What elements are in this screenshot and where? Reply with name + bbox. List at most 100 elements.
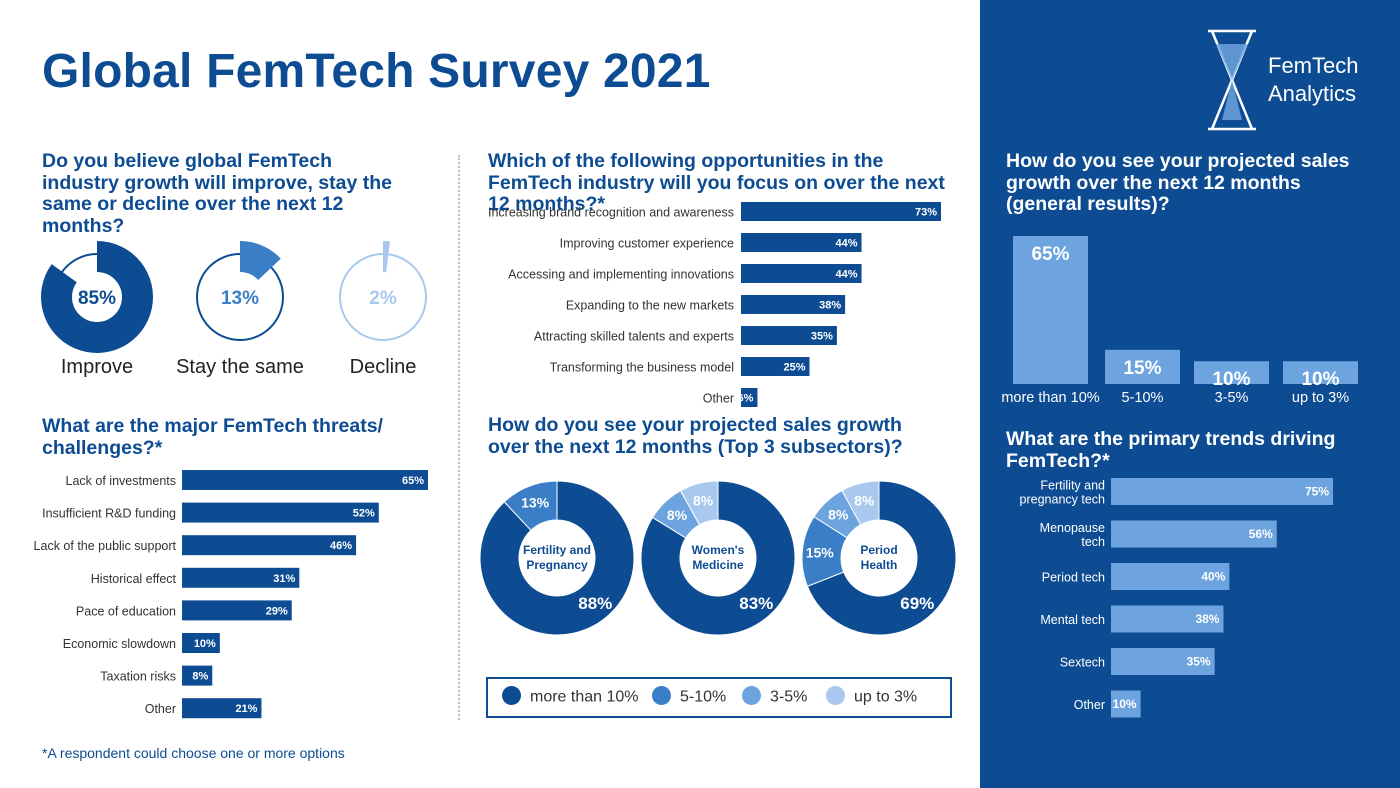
bar-value-label: 38% bbox=[819, 300, 841, 312]
threats-chart: Lack of investments 65% Insufficient R&D f… bbox=[34, 470, 428, 719]
bar-accessing-and-implementing-innovations bbox=[741, 264, 862, 283]
bar-value-label: 21% bbox=[235, 703, 257, 715]
gauge-value-improve: 85% bbox=[78, 288, 116, 309]
bar-value-label: 10% bbox=[1113, 697, 1137, 711]
column-3-5 bbox=[1194, 361, 1269, 384]
bar-value-label: 8% bbox=[192, 671, 208, 683]
bar-category-label: Insufficient R&D funding bbox=[42, 507, 176, 521]
bar-category-label: Transforming the business model bbox=[550, 361, 734, 375]
bar-category-label: Period tech bbox=[1042, 571, 1105, 585]
bar-category-label: Other bbox=[1074, 698, 1105, 712]
legend-item-3-5: 3-5% bbox=[742, 686, 807, 707]
column-value-label: 10% bbox=[1301, 369, 1339, 390]
gauge-hole bbox=[72, 272, 122, 322]
donut-value-label: 83% bbox=[739, 594, 773, 613]
bar-value-label: 44% bbox=[836, 238, 858, 250]
donut-value-label: 13% bbox=[521, 495, 550, 511]
bar-value-label: 35% bbox=[1187, 655, 1211, 669]
bar-other bbox=[182, 698, 262, 719]
bar-value-label: 10% bbox=[194, 638, 216, 650]
bar-category-label: Economic slowdown bbox=[63, 637, 176, 651]
bar-category-label: Increasing brand recognition and awarene… bbox=[488, 206, 734, 220]
bar-value-label: 56% bbox=[1249, 527, 1273, 541]
legend-label: 5-10% bbox=[680, 688, 727, 706]
donut-center-label: Fertility and bbox=[523, 543, 591, 557]
bar-value-label: 44% bbox=[836, 269, 858, 281]
bar-category-label: Taxation risks bbox=[100, 670, 176, 684]
bar-taxation-risks bbox=[182, 665, 213, 686]
bar-value-label: 75% bbox=[1305, 485, 1329, 499]
trends-question: What are the primary trends driving FemT… bbox=[1006, 428, 1336, 472]
gauge-arc-stay-the-same bbox=[240, 241, 281, 281]
donut-value-label: 88% bbox=[578, 594, 612, 613]
logo-line2: Analytics bbox=[1268, 81, 1357, 106]
bar-category-label: tech bbox=[1081, 535, 1105, 549]
bar-category-label: Other bbox=[145, 702, 176, 716]
legend-label: more than 10% bbox=[530, 688, 639, 706]
bar-value-label: 52% bbox=[353, 508, 375, 520]
bar-transforming-the-business-model bbox=[741, 357, 810, 376]
bar-value-label: 25% bbox=[783, 362, 805, 374]
legend-swatch bbox=[826, 686, 845, 705]
logo-line1: FemTech bbox=[1268, 53, 1359, 78]
bar-category-label: Attracting skilled talents and experts bbox=[534, 330, 734, 344]
donut-hole bbox=[680, 520, 756, 596]
opportunities-question: Which of the following opportunities in … bbox=[488, 150, 945, 215]
legend-item-more-than-10: more than 10% bbox=[502, 686, 639, 707]
bar-increasing-brand-recognition-and-awareness bbox=[741, 202, 941, 221]
page-title: Global FemTech Survey 2021 bbox=[42, 45, 711, 98]
bar-category-label: pregnancy tech bbox=[1020, 493, 1106, 507]
legend-item-up-to-3: up to 3% bbox=[826, 686, 918, 707]
gauge-label-improve: Improve bbox=[61, 356, 133, 378]
column-value-label: 15% bbox=[1123, 358, 1161, 379]
bar-other bbox=[1111, 690, 1141, 718]
growth-outlook-question: Do you believe global FemTech industry g… bbox=[42, 150, 392, 237]
gauge-arc-decline bbox=[383, 241, 391, 274]
column-value-label: 65% bbox=[1031, 244, 1069, 265]
bar-economic-slowdown bbox=[182, 633, 220, 653]
bar-value-label: 46% bbox=[330, 540, 352, 552]
column-category-label: up to 3% bbox=[1292, 390, 1349, 406]
bar-category-label: Pace of education bbox=[76, 604, 176, 618]
bar-other bbox=[741, 388, 758, 407]
column-divider bbox=[458, 155, 460, 720]
bar-mental-tech bbox=[1111, 605, 1224, 633]
bar-value-label: 65% bbox=[402, 475, 424, 487]
bar-value-label: 6% bbox=[738, 393, 754, 405]
donut-center-label: Women's bbox=[692, 543, 745, 557]
legend-label: up to 3% bbox=[854, 688, 918, 706]
legend-swatch bbox=[742, 686, 761, 705]
bar-improving-customer-experience bbox=[741, 233, 862, 252]
donut-center-label: Health bbox=[861, 558, 898, 572]
donut-hole bbox=[841, 520, 917, 596]
bar-category-label: Historical effect bbox=[91, 572, 177, 586]
bar-value-label: 38% bbox=[1195, 612, 1219, 626]
column-category-label: 3-5% bbox=[1215, 390, 1249, 406]
bar-expanding-to-the-new-markets bbox=[741, 295, 846, 314]
subsectors-question: How do you see your projected sales grow… bbox=[488, 414, 903, 458]
gauge-hole bbox=[215, 272, 265, 322]
legend-swatch bbox=[502, 686, 521, 705]
donut-value-label: 8% bbox=[828, 507, 849, 523]
bar-category-label: Improving customer experience bbox=[560, 237, 734, 251]
bar-lack-of-the-public-support bbox=[182, 535, 357, 556]
gauge-value-decline: 2% bbox=[369, 288, 397, 309]
donut-value-label: 8% bbox=[693, 492, 714, 508]
bar-sextech bbox=[1111, 648, 1215, 675]
donut-value-label: 69% bbox=[900, 594, 934, 613]
bar-value-label: 40% bbox=[1201, 570, 1225, 584]
opportunities-chart: Increasing brand recognition and awarene… bbox=[488, 202, 941, 407]
column-5-10 bbox=[1105, 349, 1180, 384]
column-up-to-3 bbox=[1283, 361, 1358, 384]
bar-insufficient-r-d-funding bbox=[182, 502, 379, 523]
donut-center-label: Period bbox=[860, 543, 897, 557]
threats-question: What are the major FemTech threats/ chal… bbox=[42, 415, 383, 459]
bar-category-label: Accessing and implementing innovations bbox=[508, 268, 734, 282]
gauge-value-stay-the-same: 13% bbox=[221, 288, 259, 309]
footnote: *A respondent could choose one or more o… bbox=[42, 745, 345, 761]
bar-category-label: Sextech bbox=[1060, 656, 1105, 670]
gauge-label-decline: Decline bbox=[350, 356, 417, 378]
growth-outlook-gauges: 85% Improve 13% Stay the same 2% Decline bbox=[40, 241, 427, 378]
bar-attracting-skilled-talents-and-experts bbox=[741, 326, 837, 345]
column-more-than-10 bbox=[1013, 236, 1088, 384]
